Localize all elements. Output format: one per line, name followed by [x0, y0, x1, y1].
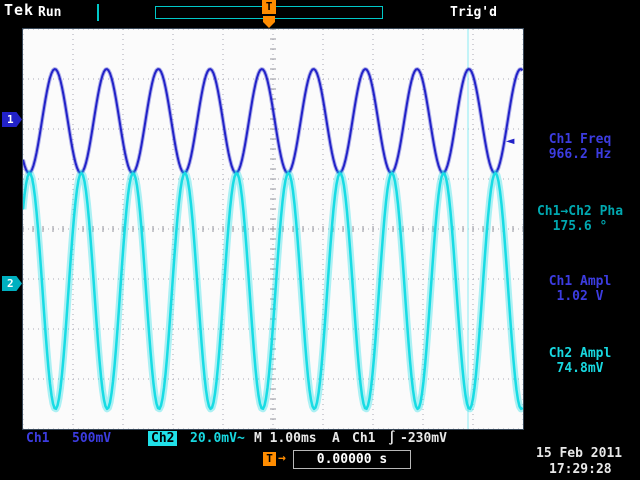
brand-logo: Tek — [4, 1, 35, 19]
trigger-level-readout: -230mV — [400, 431, 447, 446]
ch2-position-marker: 2 — [2, 276, 22, 291]
acquisition-state: Run — [38, 5, 62, 20]
measurement-value: 966.2 Hz — [548, 147, 612, 162]
trigger-status: Trig'd — [450, 5, 497, 20]
ch2-scale-label: Ch2 — [148, 431, 178, 446]
horiz-position-readout: 0.00000 s — [293, 450, 411, 469]
measurement-ch1-freq: Ch1 Freq 966.2 Hz — [524, 132, 636, 162]
time-readout: 17:29:28 — [549, 462, 612, 477]
measurement-ch2-ampl: Ch2 Ampl 74.8mV — [524, 346, 636, 376]
measurement-value: 175.6 ° — [552, 219, 608, 234]
measurement-value: 74.8mV — [556, 361, 604, 376]
trigger-position-marker-icon — [263, 16, 275, 28]
measurement-label: Ch1 Ampl — [548, 274, 612, 289]
date-readout: 15 Feb 2011 — [536, 446, 623, 461]
ch2-scale-value: 20.0mV~ — [190, 431, 245, 446]
measurement-ch1-ampl: Ch1 Ampl 1.02 V — [524, 274, 636, 304]
measurement-value: 1.02 V — [556, 289, 604, 304]
ch1-scale-label: Ch1 — [26, 431, 50, 446]
measurement-label: Ch2 Ampl — [548, 346, 612, 361]
measurement-label: Ch1 Freq — [548, 132, 612, 147]
trigger-level-icon: ◄ — [506, 133, 515, 149]
trigger-mode: A — [332, 431, 340, 446]
trigger-position-icon: T — [262, 0, 276, 14]
measurement-label: Ch1→Ch2 Pha — [536, 204, 624, 219]
trigger-slope-icon: ∫ — [388, 431, 396, 446]
measurement-phase: Ch1→Ch2 Pha 175.6 ° — [524, 204, 636, 234]
graticule — [22, 28, 524, 430]
record-view-tick — [97, 4, 99, 21]
timebase-readout: M 1.00ms — [254, 431, 317, 446]
waveform-svg — [23, 29, 523, 429]
ch1-position-marker: 1 — [2, 112, 22, 127]
horiz-position-icon: T — [263, 452, 276, 466]
ch1-scale-value: 500mV — [72, 431, 112, 446]
trigger-source: Ch1 — [352, 431, 376, 446]
horiz-arrow-icon: → — [278, 451, 286, 466]
